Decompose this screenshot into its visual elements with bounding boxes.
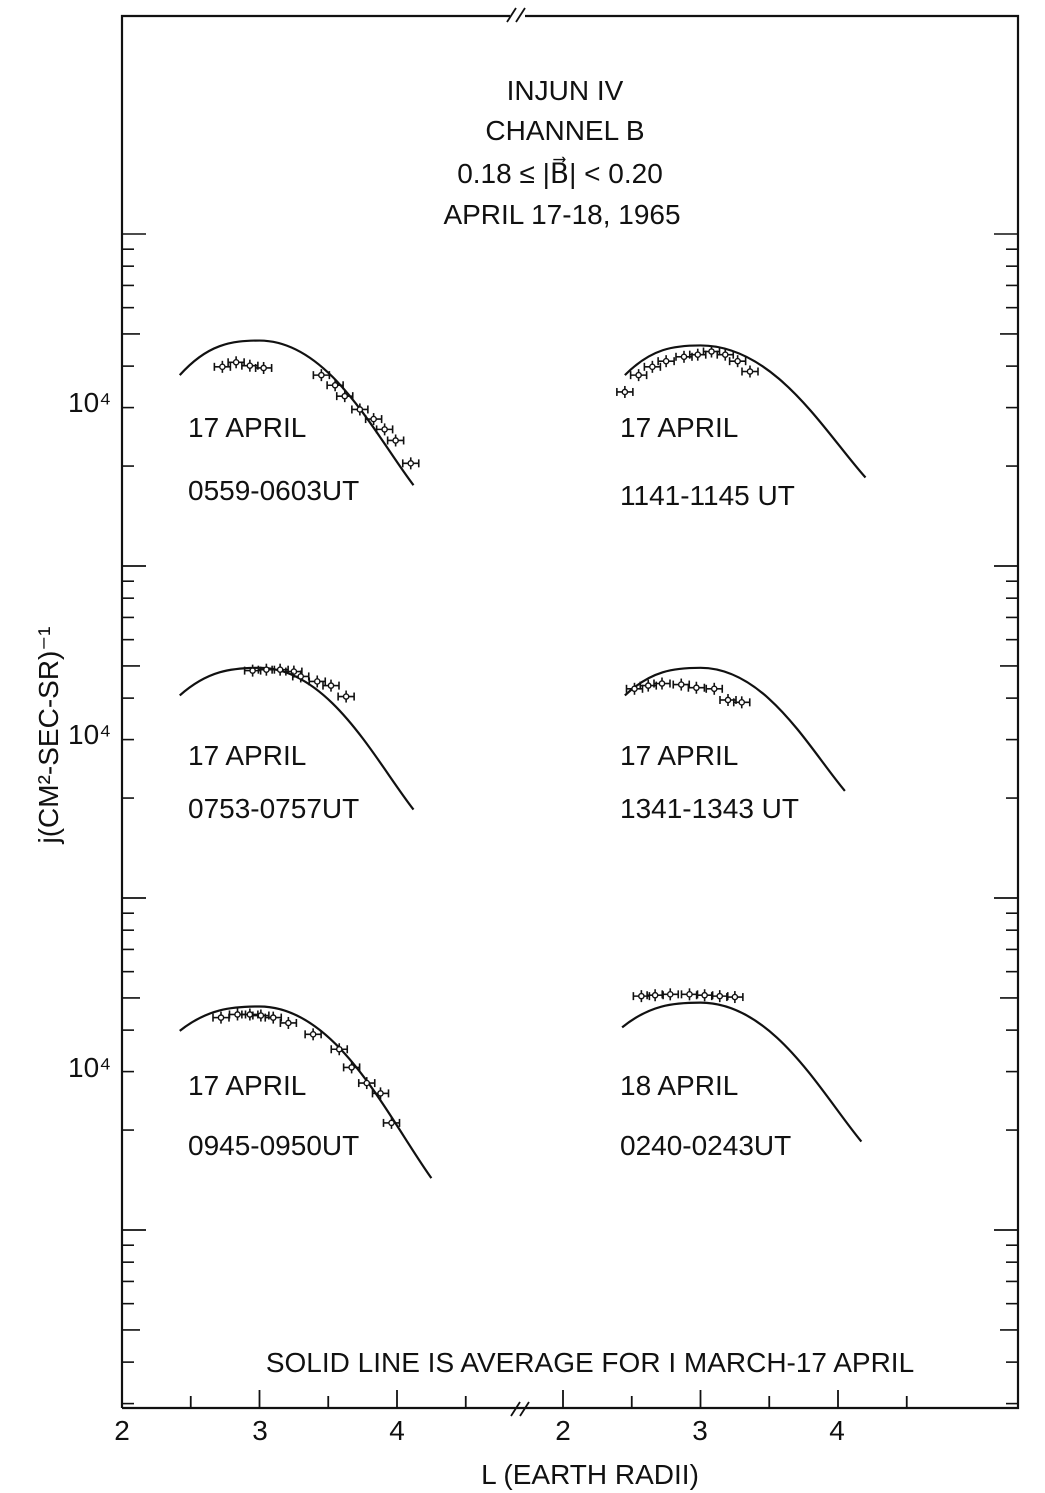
data-point	[728, 355, 747, 368]
data-point	[386, 434, 405, 447]
data-point	[241, 359, 259, 372]
axis-ticks	[121, 233, 1018, 1408]
average-curve	[179, 1005, 433, 1179]
y-tick-label-row2: 10⁴	[68, 719, 111, 750]
y-axis-label: j(CM²-SEC-SR)⁻¹	[33, 627, 64, 845]
data-point	[643, 360, 662, 373]
data-point	[326, 379, 344, 392]
data-point	[312, 369, 331, 382]
chart-note: SOLID LINE IS AVERAGE FOR I MARCH-17 APR…	[266, 1347, 914, 1378]
panel-2-time: 1141-1145 UT	[620, 480, 795, 511]
data-point	[639, 679, 658, 692]
data-point	[304, 1028, 322, 1041]
data-point	[672, 678, 691, 691]
data-point	[375, 423, 394, 436]
panel-4-date: 17 APRIL	[620, 740, 738, 771]
data-point	[342, 1061, 361, 1074]
data-point	[364, 413, 383, 426]
average-curve	[179, 666, 415, 811]
x-tick-right-3: 3	[692, 1415, 708, 1446]
data-point	[308, 675, 327, 688]
data-point	[716, 348, 735, 361]
axis-break-top	[506, 7, 526, 23]
data-point	[279, 1016, 298, 1029]
panel-3-time: 0753-0757UT	[188, 793, 359, 824]
data-point	[629, 369, 648, 382]
data-point	[657, 355, 675, 368]
panel-labels: 17 APRIL 0559-0603UT 17 APRIL 1141-1145 …	[188, 412, 799, 1161]
panel-6-time: 0240-0243UT	[620, 1130, 791, 1161]
x-axis-label: L (EARTH RADII)	[481, 1459, 699, 1490]
panel-2-date: 17 APRIL	[620, 412, 738, 443]
panel-1-time: 0559-0603UT	[188, 475, 359, 506]
axis-break-bottom	[510, 1401, 530, 1417]
data-point	[719, 693, 737, 706]
data-point	[401, 457, 420, 470]
x-tick-left-2: 2	[114, 1415, 130, 1446]
panel-3	[179, 663, 415, 811]
data-point	[357, 1077, 376, 1090]
data-point	[322, 679, 340, 692]
average-curve	[624, 666, 846, 792]
data-point	[646, 989, 664, 1002]
x-tick-labels: 2 3 4 2 3 4	[114, 1415, 845, 1446]
data-point	[330, 1043, 349, 1056]
panel-5-time: 0945-0950UT	[188, 1130, 359, 1161]
data-point	[726, 991, 744, 1004]
panels	[178, 339, 867, 1179]
average-curve	[621, 1001, 863, 1143]
data-point	[632, 990, 651, 1003]
data-point	[264, 1011, 283, 1024]
x-tick-right-2: 2	[555, 1415, 571, 1446]
plot-frame	[120, 7, 1020, 1410]
data-point	[616, 385, 634, 398]
panel-1-date: 17 APRIL	[188, 412, 306, 443]
data-point	[241, 1008, 259, 1021]
title-line-2: CHANNEL B	[485, 115, 644, 146]
y-tick-label-row1: 10⁴	[68, 387, 111, 418]
panel-1	[178, 339, 420, 486]
x-tick-right-4: 4	[829, 1415, 845, 1446]
panel-4	[624, 666, 846, 792]
data-point	[687, 681, 706, 694]
data-point	[710, 990, 729, 1003]
data-point	[252, 1009, 270, 1022]
panel-6-date: 18 APRIL	[620, 1070, 738, 1101]
data-point	[732, 696, 751, 709]
data-point	[335, 390, 354, 403]
panel-6	[621, 988, 863, 1143]
data-point	[371, 1087, 390, 1100]
panel-2	[616, 344, 867, 479]
data-point	[741, 365, 759, 378]
average-curve	[624, 344, 867, 479]
data-point	[337, 690, 355, 703]
data-point	[351, 403, 369, 416]
title-line-4: APRIL 17-18, 1965	[443, 199, 680, 230]
data-point	[382, 1116, 401, 1129]
title-line-3: 0.18 ≤ |B⃗| < 0.20	[457, 156, 663, 189]
x-tick-left-4: 4	[389, 1415, 405, 1446]
panel-5-date: 17 APRIL	[188, 1070, 306, 1101]
y-tick-label-row3: 10⁴	[68, 1052, 111, 1083]
panel-3-date: 17 APRIL	[188, 740, 306, 771]
data-point	[213, 360, 232, 373]
data-point	[254, 361, 273, 374]
panel-4-time: 1341-1343 UT	[620, 793, 799, 824]
data-point	[212, 1011, 230, 1024]
data-point	[695, 989, 714, 1002]
panel-5	[179, 1005, 433, 1179]
data-point	[705, 682, 724, 695]
data-point	[661, 988, 680, 1001]
average-curve	[178, 339, 415, 486]
x-tick-left-3: 3	[252, 1415, 268, 1446]
title-block: INJUN IV CHANNEL B 0.18 ≤ |B⃗| < 0.20 AP…	[443, 75, 680, 230]
title-line-1: INJUN IV	[507, 75, 624, 106]
data-point	[653, 677, 671, 690]
data-point	[680, 988, 699, 1001]
